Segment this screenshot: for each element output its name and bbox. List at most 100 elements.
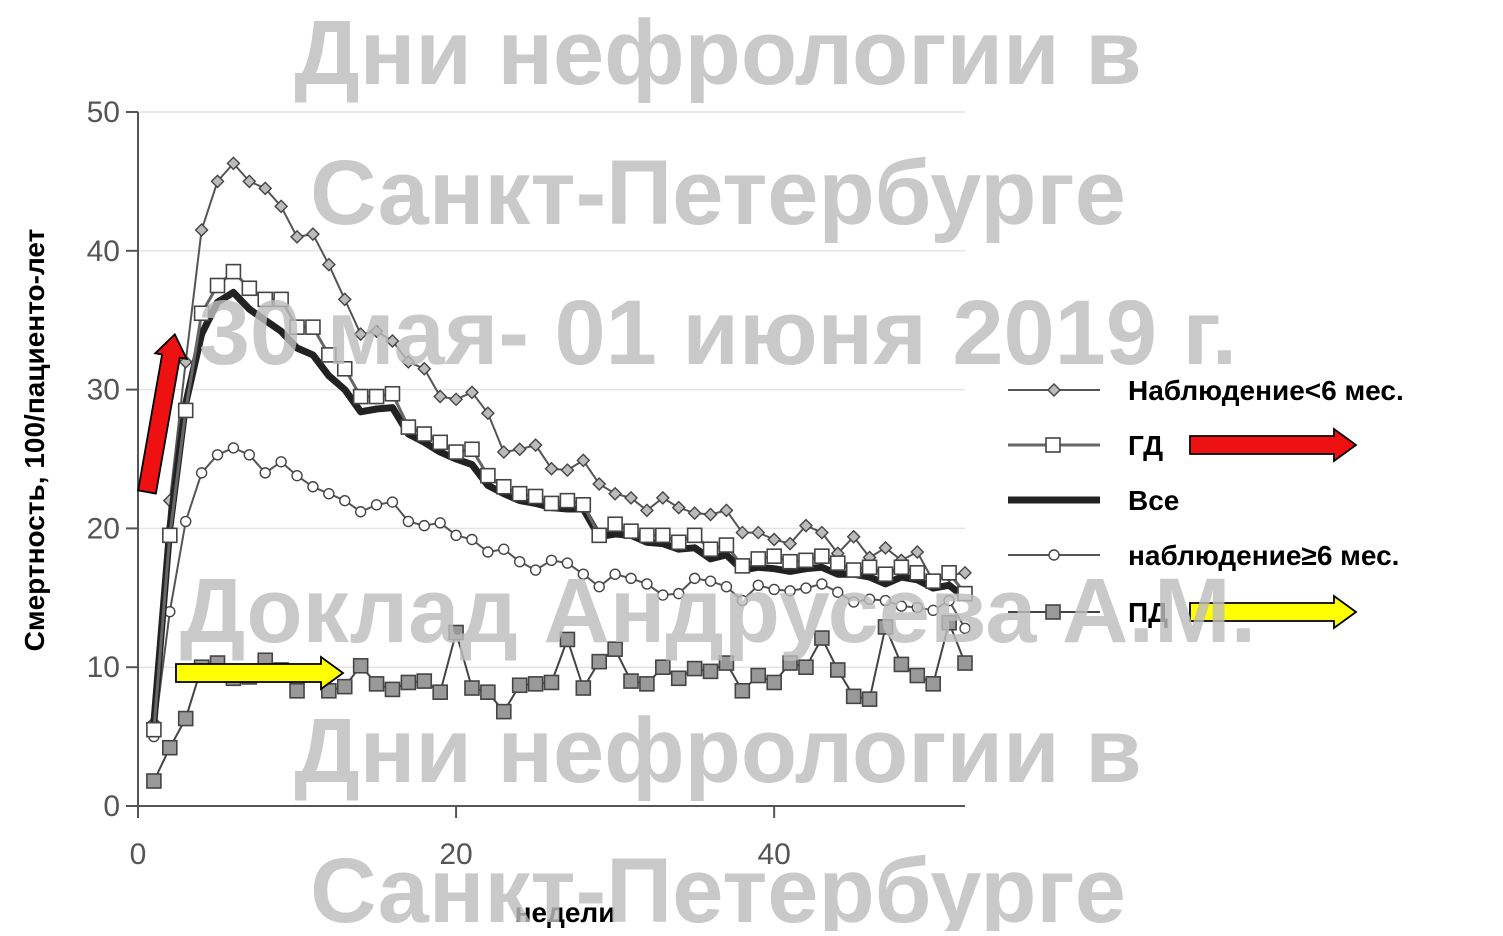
data-point xyxy=(498,543,510,555)
data-point xyxy=(625,572,637,585)
data-point xyxy=(290,229,305,244)
yellow-arrow xyxy=(175,655,345,691)
data-point xyxy=(401,354,416,369)
data-point xyxy=(386,496,399,508)
data-point xyxy=(543,495,560,512)
data-point xyxy=(750,551,767,567)
data-point xyxy=(495,478,512,495)
data-point xyxy=(941,614,957,631)
data-point xyxy=(686,660,703,677)
data-point xyxy=(591,653,608,670)
data-point xyxy=(957,655,973,671)
legend-label: наблюдение≥6 мес. xyxy=(1128,540,1399,571)
data-point xyxy=(943,594,955,607)
data-point xyxy=(783,536,798,551)
data-point xyxy=(384,385,401,402)
x-tick-label: 40 xyxy=(757,838,790,871)
data-point xyxy=(767,532,782,547)
data-point xyxy=(893,559,910,576)
data-point xyxy=(623,673,639,689)
watermark-line: Дни нефрологии в xyxy=(294,2,1142,104)
data-point xyxy=(258,181,273,196)
data-point xyxy=(466,533,478,546)
data-point xyxy=(750,667,767,684)
data-point xyxy=(354,506,367,518)
data-point xyxy=(512,442,527,457)
data-point xyxy=(719,503,734,518)
legend-swatch-marker xyxy=(1045,437,1061,453)
data-point xyxy=(673,587,685,600)
data-point xyxy=(655,527,671,544)
data-point xyxy=(352,658,369,674)
legend-item: ГД xyxy=(1008,430,1163,461)
data-point xyxy=(464,680,480,696)
data-point xyxy=(321,347,337,363)
data-point xyxy=(417,361,432,376)
y-tick-label: 50 xyxy=(87,96,120,129)
data-point xyxy=(209,277,226,294)
data-point xyxy=(162,739,178,756)
data-point xyxy=(561,557,574,569)
watermark: Дни нефрологии в Санкт-Петербурге 30 мая… xyxy=(180,2,1256,936)
data-point xyxy=(639,676,655,692)
data-point xyxy=(671,500,686,515)
watermark-line: Санкт-Петербурге xyxy=(310,840,1126,931)
data-point xyxy=(910,545,925,559)
data-point xyxy=(464,441,480,458)
data-point xyxy=(766,548,782,564)
legend-label: ПД xyxy=(1128,597,1168,628)
tick-labels: 0 10 20 30 40 50 0 20 40 xyxy=(87,96,791,871)
data-point xyxy=(227,442,240,454)
y-tick-label: 30 xyxy=(87,374,120,407)
data-point xyxy=(766,674,782,691)
data-point xyxy=(847,596,860,608)
data-point xyxy=(800,582,812,594)
y-tick-label: 20 xyxy=(87,512,120,545)
data-point xyxy=(798,552,814,569)
y-tick-label: 0 xyxy=(103,790,120,823)
legend-label: ГД xyxy=(1128,430,1163,461)
data-point xyxy=(736,594,749,607)
data-point xyxy=(784,585,796,597)
data-point xyxy=(893,656,910,673)
data-point xyxy=(527,676,544,692)
data-point xyxy=(528,438,543,453)
data-point xyxy=(877,619,894,635)
data-point xyxy=(289,319,305,335)
data-point xyxy=(480,684,496,700)
data-point xyxy=(416,673,433,689)
data-point xyxy=(798,518,813,533)
data-point xyxy=(704,575,717,587)
legend-swatch-marker xyxy=(1047,383,1061,397)
data-point xyxy=(941,565,957,581)
data-point xyxy=(720,580,733,593)
data-point xyxy=(511,485,528,502)
data-point xyxy=(751,525,766,540)
data-point xyxy=(623,523,639,539)
data-point xyxy=(752,579,764,592)
data-point xyxy=(211,449,224,461)
data-point xyxy=(177,402,194,419)
data-point xyxy=(194,222,209,237)
data-point xyxy=(162,527,178,544)
data-point xyxy=(305,319,321,335)
data-point xyxy=(670,670,687,687)
y-tick-label: 40 xyxy=(87,235,120,268)
data-point xyxy=(814,548,830,564)
watermark-line: Доклад Андрусева А.М. xyxy=(180,560,1256,662)
data-point xyxy=(543,674,560,691)
data-point xyxy=(782,655,798,671)
data-point xyxy=(146,773,162,789)
series-line xyxy=(152,270,967,730)
data-point xyxy=(861,559,878,576)
data-point xyxy=(782,553,798,570)
data-point xyxy=(927,604,939,616)
data-point xyxy=(337,292,352,307)
data-point xyxy=(544,461,559,476)
series-line xyxy=(152,446,966,737)
data-point xyxy=(768,583,780,596)
data-point xyxy=(846,529,861,544)
data-point xyxy=(957,585,973,602)
data-point xyxy=(702,541,719,558)
watermark-line: Санкт-Петербурге xyxy=(310,142,1126,244)
